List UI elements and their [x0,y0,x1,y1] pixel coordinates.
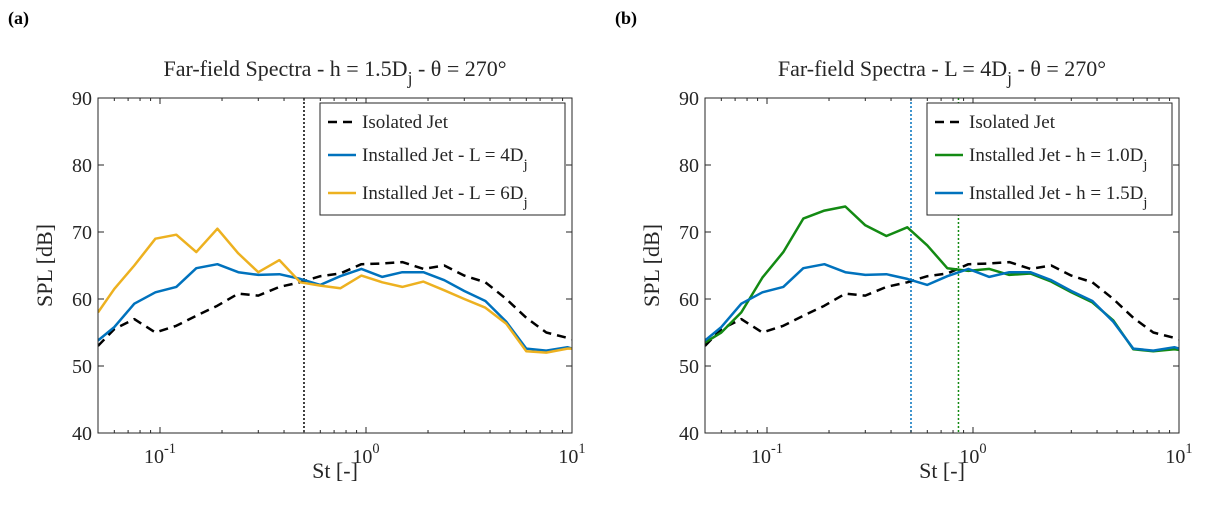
legend-label: Isolated Jet [969,112,1056,133]
y-tick-label: 40 [72,423,92,445]
y-tick-label: 40 [679,423,699,445]
x-tick-label: 100 [959,441,986,468]
x-tick-label: 10-1 [144,441,176,468]
y-tick-label: 60 [72,289,92,311]
series-line [98,227,572,354]
x-axis-label: St [-] [919,458,965,483]
series-line [98,260,572,347]
chart-title: Far-field Spectra - L = 4Dj - θ = 270° [778,56,1106,88]
y-axis-label: SPL [dB] [639,224,664,307]
y-tick-label: 70 [679,222,699,244]
x-tick-label: 101 [558,441,585,468]
legend-label: Installed Jet - L = 4Dj [362,145,528,173]
panel-b: (b) Far-field Spectra - L = 4Dj - θ = 27… [607,0,1214,508]
y-tick-label: 90 [679,88,699,110]
y-tick-label: 90 [72,88,92,110]
series-line [98,262,572,352]
chart-title: Far-field Spectra - h = 1.5Dj - θ = 270° [163,56,506,88]
panel-a: (a) Far-field Spectra - h = 1.5Dj - θ = … [0,0,607,508]
legend-label: Installed Jet - L = 6Dj [362,183,528,211]
panel-label: (a) [8,8,29,28]
legend-label: Installed Jet - h = 1.5Dj [969,183,1148,211]
y-tick-label: 80 [679,155,699,177]
x-tick-label: 100 [352,441,379,468]
legend-label: Installed Jet - h = 1.0Dj [969,145,1148,173]
chart-a: Far-field Spectra - h = 1.5Dj - θ = 270°… [32,56,586,483]
y-tick-label: 80 [72,155,92,177]
axes-frame [97,97,573,434]
y-tick-label: 60 [679,289,699,311]
legend: Isolated Jet Installed Jet - h = 1.0Dj Ins… [926,102,1173,216]
y-tick-label: 50 [72,356,92,378]
legend: Isolated Jet Installed Jet - L = 4Dj Insta… [319,102,566,216]
panel-label: (b) [615,8,637,28]
x-tick-label: 10-1 [751,441,783,468]
legend-box [319,102,566,216]
legend-box [926,102,1173,216]
y-axis-label: SPL [dB] [32,224,57,307]
axes-frame [704,97,1180,434]
legend-label: Isolated Jet [362,112,449,133]
series-line [705,262,1179,352]
plot-area [705,98,1179,433]
chart-b: Far-field Spectra - L = 4Dj - θ = 270° 40… [639,56,1193,483]
plot-area [98,98,572,433]
y-tick-label: 50 [679,356,699,378]
series-line [705,260,1179,347]
y-tick-label: 70 [72,222,92,244]
x-tick-label: 101 [1165,441,1192,468]
x-axis-label: St [-] [312,458,358,483]
